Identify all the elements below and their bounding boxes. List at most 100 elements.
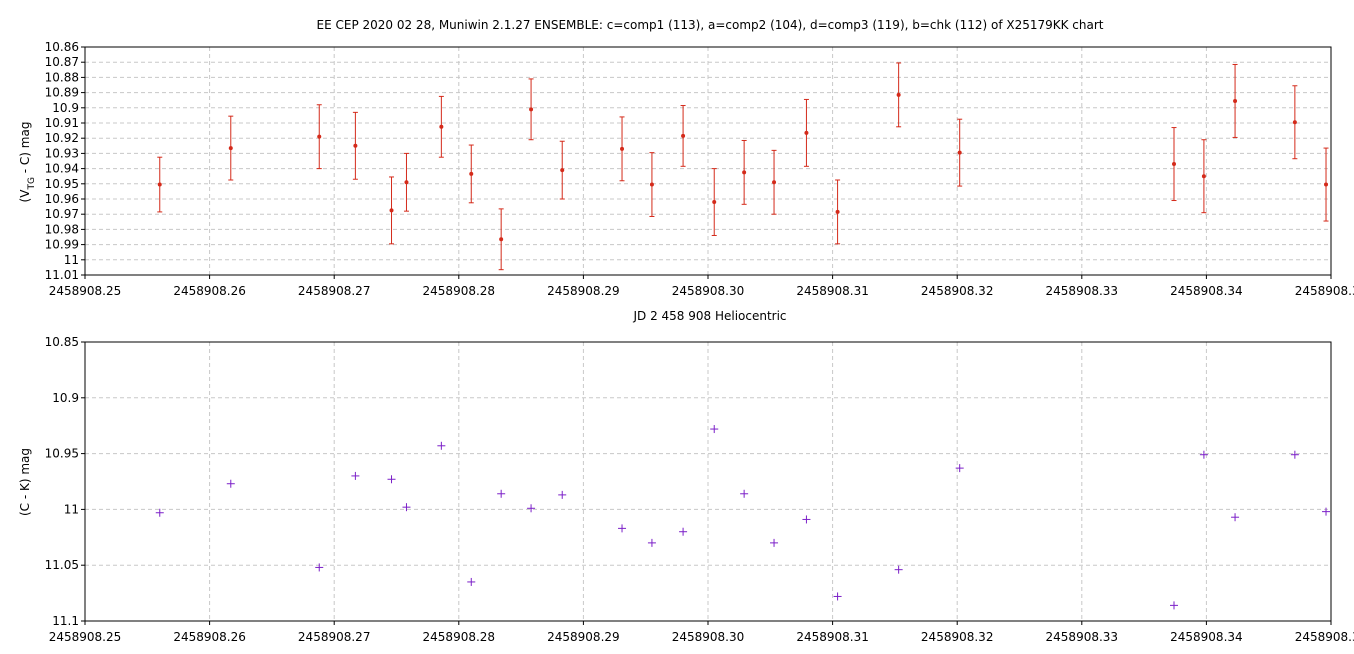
top-y-tick-label: 10.95 (45, 177, 79, 191)
data-point (649, 182, 654, 187)
bottom-x-tick-label: 2458908.34 (1170, 630, 1243, 644)
top-x-tick-label: 2458908.32 (921, 284, 994, 298)
data-point (469, 171, 474, 176)
data-point-plus (315, 563, 324, 572)
data-point-with-errorbar (741, 139, 747, 205)
data-point-plus (497, 489, 506, 498)
data-point-plus (351, 471, 360, 480)
data-point-plus (618, 524, 627, 533)
data-point-plus (894, 565, 903, 574)
data-point-plus (402, 503, 411, 512)
data-point-plus (226, 479, 235, 488)
data-point-with-errorbar (835, 179, 841, 245)
bottom-x-tick-label: 2458908.28 (423, 630, 496, 644)
top-x-tick-label: 2458908.28 (423, 284, 496, 298)
data-point-with-errorbar (1232, 63, 1238, 138)
bottom-plot-frame (84, 341, 1332, 622)
top-plot-frame (84, 46, 1332, 276)
data-point (404, 180, 409, 185)
data-point (772, 180, 777, 185)
data-point (712, 200, 717, 205)
data-point (353, 143, 358, 148)
data-point-plus (679, 527, 688, 536)
data-point-with-errorbar (157, 156, 163, 213)
top-plot-vtg-minus-c: 2458908.25 2458908.26 2458908.27 2458908.28… (45, 40, 1354, 298)
data-point (1233, 98, 1238, 103)
top-x-tick-label: 2458908.34 (1170, 284, 1243, 298)
data-point (499, 237, 504, 242)
bottom-y-tick-label: 11.05 (45, 558, 79, 572)
data-point-with-errorbar (711, 168, 717, 236)
top-y-tick-label: 10.9 (52, 101, 79, 115)
top-y-tick-label: 10.97 (45, 207, 79, 221)
top-y-axis-label: (VTG - C) mag (18, 122, 37, 203)
data-point-plus (387, 475, 396, 484)
bottom-x-tick-label: 2458908.33 (1046, 630, 1119, 644)
data-point-plus (955, 464, 964, 473)
data-point-plus (558, 490, 567, 499)
bottom-y-tick-label: 10.95 (45, 447, 79, 461)
top-x-tick-label: 2458908.25 (49, 284, 122, 298)
data-point (1292, 120, 1297, 125)
data-point (560, 168, 565, 173)
top-x-tick-label: 2458908.30 (672, 284, 745, 298)
x-axis-label: JD 2 458 908 Heliocentric (632, 309, 786, 323)
data-point-with-errorbar (771, 149, 777, 215)
data-point-plus (155, 508, 164, 517)
data-point (157, 182, 162, 187)
top-y-tick-label: 10.91 (45, 116, 79, 130)
data-point-with-errorbar (228, 115, 234, 181)
bottom-plot-c-minus-k: 2458908.25 2458908.26 2458908.27 2458908.28… (45, 335, 1354, 644)
data-point-with-errorbar (389, 176, 395, 245)
bottom-y-tick-label: 10.9 (52, 391, 79, 405)
top-y-tick-label: 10.92 (45, 131, 79, 145)
data-point-plus (1170, 601, 1179, 610)
data-point (439, 124, 444, 129)
data-point-plus (802, 515, 811, 524)
data-point-with-errorbar (438, 95, 444, 158)
data-point-with-errorbar (352, 111, 358, 180)
data-point (1324, 182, 1329, 187)
bottom-x-tick-label: 2458908.29 (547, 630, 620, 644)
top-x-tick-label: 2458908.29 (547, 284, 620, 298)
top-y-tick-label: 10.87 (45, 55, 79, 69)
data-point-with-errorbar (468, 144, 474, 204)
data-point (1201, 174, 1206, 179)
chart-title: EE CEP 2020 02 28, Muniwin 2.1.27 ENSEMB… (317, 18, 1104, 32)
data-point-plus (770, 538, 779, 547)
data-point (835, 209, 840, 214)
bottom-y-tick-label: 11 (64, 502, 79, 516)
top-y-axis-label-main: (V (18, 189, 32, 203)
data-point-with-errorbar (559, 140, 565, 200)
bottom-y-axis-label: (C - K) mag (18, 448, 32, 516)
data-point-plus (437, 441, 446, 450)
top-y-tick-label: 10.98 (45, 222, 79, 236)
data-point-plus (710, 425, 719, 434)
top-y-tick-label: 10.96 (45, 192, 79, 206)
top-y-tick-label: 10.86 (45, 40, 79, 54)
data-point-with-errorbar (803, 98, 809, 167)
top-x-tick-label: 2458908.27 (298, 284, 371, 298)
data-point-with-errorbar (1171, 127, 1177, 202)
data-point-with-errorbar (957, 118, 963, 187)
top-x-tick-label: 2458908.33 (1046, 284, 1119, 298)
data-point (389, 208, 394, 213)
bottom-x-tick-label: 2458908.26 (173, 630, 246, 644)
data-point (529, 107, 534, 112)
data-point-plus (740, 489, 749, 498)
data-point-with-errorbar (1201, 139, 1207, 214)
data-point-with-errorbar (680, 105, 686, 167)
bottom-x-tick-label: 2458908.27 (298, 630, 371, 644)
data-point-with-errorbar (619, 116, 625, 182)
data-point (804, 130, 809, 135)
data-point (317, 134, 322, 139)
bottom-y-tick-label: 11.1 (52, 614, 79, 628)
data-point-with-errorbar (403, 152, 409, 212)
data-point-plus (527, 504, 536, 513)
bottom-x-tick-label: 2458908.35 (1295, 630, 1354, 644)
top-y-tick-label: 10.99 (45, 238, 79, 252)
data-point-with-errorbar (1292, 85, 1298, 160)
top-x-tick-label: 2458908.35 (1295, 284, 1354, 298)
bottom-x-tick-label: 2458908.32 (921, 630, 994, 644)
